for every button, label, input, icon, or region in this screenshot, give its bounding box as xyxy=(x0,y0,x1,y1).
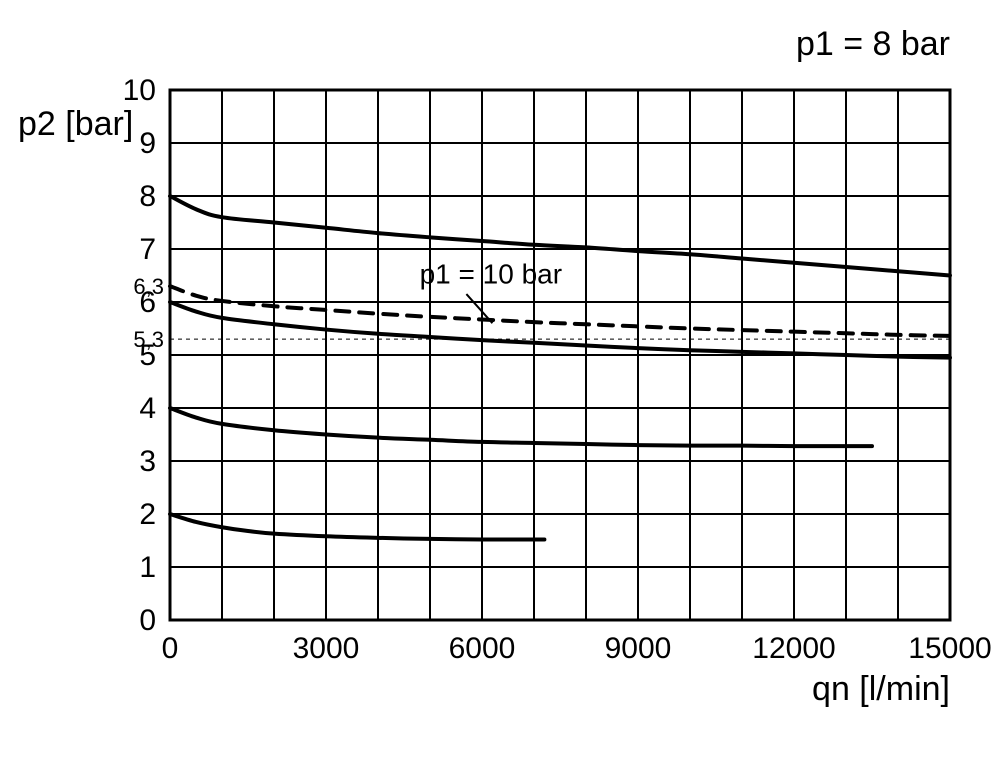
y-tick-label: 8 xyxy=(139,180,156,213)
y-tick-label: 1 xyxy=(139,551,156,584)
y-tick-label: 7 xyxy=(139,233,156,266)
y-tick-label: 4 xyxy=(139,392,156,425)
annotation-label: p1 = 10 bar xyxy=(420,258,562,289)
x-axis-label: qn [l/min] xyxy=(812,670,950,708)
x-tick-label: 0 xyxy=(162,632,179,665)
y-extra-tick-label: 5,3 xyxy=(133,327,164,352)
pressure-flow-chart: 0123456789106,35,30300060009000120001500… xyxy=(0,0,1000,764)
x-tick-label: 15000 xyxy=(908,632,991,665)
y-tick-label: 9 xyxy=(139,127,156,160)
y-tick-label: 10 xyxy=(123,74,156,107)
y-extra-tick-label: 6,3 xyxy=(133,274,164,299)
x-tick-label: 12000 xyxy=(752,632,835,665)
x-tick-label: 9000 xyxy=(605,632,672,665)
x-tick-label: 3000 xyxy=(293,632,360,665)
y-tick-label: 0 xyxy=(139,604,156,637)
y-tick-label: 3 xyxy=(139,445,156,478)
y-tick-label: 2 xyxy=(139,498,156,531)
chart-title: p1 = 8 bar xyxy=(796,25,950,63)
chart-svg: 0123456789106,35,30300060009000120001500… xyxy=(0,0,1000,764)
x-tick-label: 6000 xyxy=(449,632,516,665)
y-axis-label: p2 [bar] xyxy=(18,105,133,143)
